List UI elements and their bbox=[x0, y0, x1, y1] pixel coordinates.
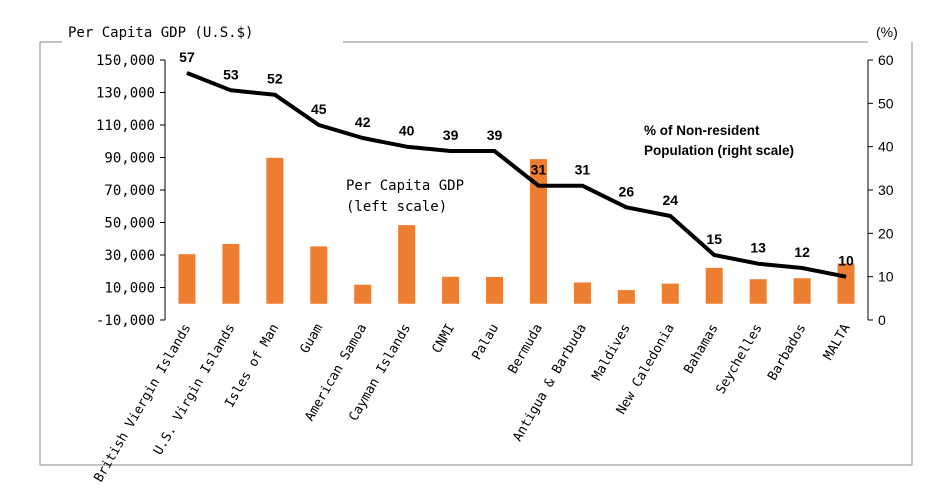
line-data-label: 57 bbox=[179, 49, 195, 65]
x-tick-label: Guam bbox=[298, 321, 327, 356]
line-data-label: 45 bbox=[311, 101, 327, 117]
non-resident-point bbox=[537, 185, 539, 187]
line-data-label: 39 bbox=[487, 127, 503, 143]
line-data-label: 40 bbox=[399, 123, 415, 139]
line-annotation-line1: % of Non-resident bbox=[644, 123, 760, 138]
gdp-bar bbox=[837, 263, 855, 304]
line-data-label: 42 bbox=[355, 114, 371, 130]
right-tick-label: 10 bbox=[878, 269, 894, 285]
non-resident-point bbox=[625, 206, 627, 208]
non-resident-point bbox=[757, 263, 759, 265]
x-tick-label: Maldives bbox=[590, 322, 634, 384]
line-data-label: 10 bbox=[838, 253, 854, 269]
right-axis-title: (%) bbox=[876, 24, 898, 40]
left-tick-label: 130,000 bbox=[96, 86, 155, 102]
gdp-bar bbox=[529, 159, 547, 304]
gdp-bar bbox=[178, 254, 196, 304]
left-tick-label: 30,000 bbox=[104, 248, 155, 264]
right-tick-label: 0 bbox=[878, 312, 886, 328]
left-tick-label: 150,000 bbox=[96, 53, 155, 69]
right-tick-label: 30 bbox=[878, 182, 894, 198]
gdp-bar bbox=[310, 246, 328, 304]
gdp-bar bbox=[266, 157, 284, 304]
gdp-bar bbox=[398, 225, 416, 304]
gdp-bar bbox=[486, 276, 504, 304]
non-resident-point bbox=[318, 124, 320, 126]
gdp-bar bbox=[354, 284, 372, 304]
non-resident-point bbox=[845, 276, 847, 278]
line-data-label: 31 bbox=[575, 162, 591, 178]
line-data-label: 13 bbox=[750, 240, 766, 256]
line-data-label: 52 bbox=[267, 71, 283, 87]
data-label-group: 57 53 52 45 42 40 39 39 31 31 26 24 15 13 12 10 bbox=[179, 49, 854, 269]
non-resident-point bbox=[230, 89, 232, 91]
right-tick-label: 40 bbox=[878, 139, 894, 155]
line-data-label: 12 bbox=[794, 244, 810, 260]
non-resident-point bbox=[362, 137, 364, 139]
left-tick-group: 150,000 130,000 110,000 90,000 70,000 50,000 3… bbox=[96, 53, 165, 329]
line-series bbox=[186, 71, 847, 279]
gdp-bar bbox=[617, 290, 635, 304]
line-data-label: 53 bbox=[223, 66, 239, 82]
gdp-bar bbox=[442, 276, 460, 304]
x-tick-label: Barbados bbox=[765, 322, 809, 384]
non-resident-point bbox=[450, 150, 452, 152]
right-tick-label: 60 bbox=[878, 52, 894, 68]
gdp-bar bbox=[661, 283, 679, 304]
bar-series bbox=[178, 157, 855, 304]
non-resident-point bbox=[581, 185, 583, 187]
x-tick-label: Palau bbox=[469, 322, 502, 363]
left-tick-label: -10,000 bbox=[96, 313, 155, 329]
gdp-bar bbox=[793, 278, 811, 304]
right-tick-label: 20 bbox=[878, 225, 894, 241]
line-data-label: 39 bbox=[443, 127, 459, 143]
x-tick-label: Bahamas bbox=[681, 322, 721, 377]
x-tick-label: U.S. Virgin Islands bbox=[151, 322, 238, 458]
left-tick-label: 50,000 bbox=[104, 216, 155, 232]
gdp-bar bbox=[573, 282, 591, 304]
bar-annotation-line2: (left scale) bbox=[346, 199, 447, 215]
non-resident-line bbox=[186, 71, 847, 279]
line-data-label: 26 bbox=[619, 183, 635, 199]
gdp-bar bbox=[749, 279, 767, 304]
left-tick-label: 110,000 bbox=[96, 118, 155, 134]
x-tick-label: Bermuda bbox=[506, 322, 546, 377]
non-resident-point bbox=[801, 267, 803, 269]
non-resident-point bbox=[494, 150, 496, 152]
left-axis-title: Per Capita GDP (U.S.$) bbox=[68, 25, 253, 41]
non-resident-point bbox=[186, 72, 188, 74]
gdp-bar bbox=[705, 267, 723, 304]
right-tick-label: 50 bbox=[878, 95, 894, 111]
x-tick-label: MALTA bbox=[821, 321, 854, 363]
gdp-bar bbox=[222, 243, 240, 304]
left-tick-label: 90,000 bbox=[104, 151, 155, 167]
left-tick-label: 70,000 bbox=[104, 183, 155, 199]
line-data-label: 24 bbox=[662, 192, 678, 208]
line-data-label: 15 bbox=[706, 231, 722, 247]
left-tick-label: 10,000 bbox=[104, 281, 155, 297]
x-tick-label: Seychelles bbox=[713, 322, 765, 397]
right-tick-group: 60 50 40 30 20 10 0 bbox=[868, 52, 894, 328]
line-annotation-line2: Population (right scale) bbox=[644, 143, 794, 158]
non-resident-point bbox=[274, 94, 276, 96]
bar-annotation-line1: Per Capita GDP bbox=[346, 178, 464, 194]
line-data-label: 31 bbox=[531, 162, 547, 178]
non-resident-point bbox=[406, 146, 408, 148]
non-resident-point bbox=[669, 215, 671, 217]
non-resident-point bbox=[713, 254, 715, 256]
x-tick-label: CNMI bbox=[429, 322, 458, 357]
chart-frame bbox=[39, 41, 913, 466]
